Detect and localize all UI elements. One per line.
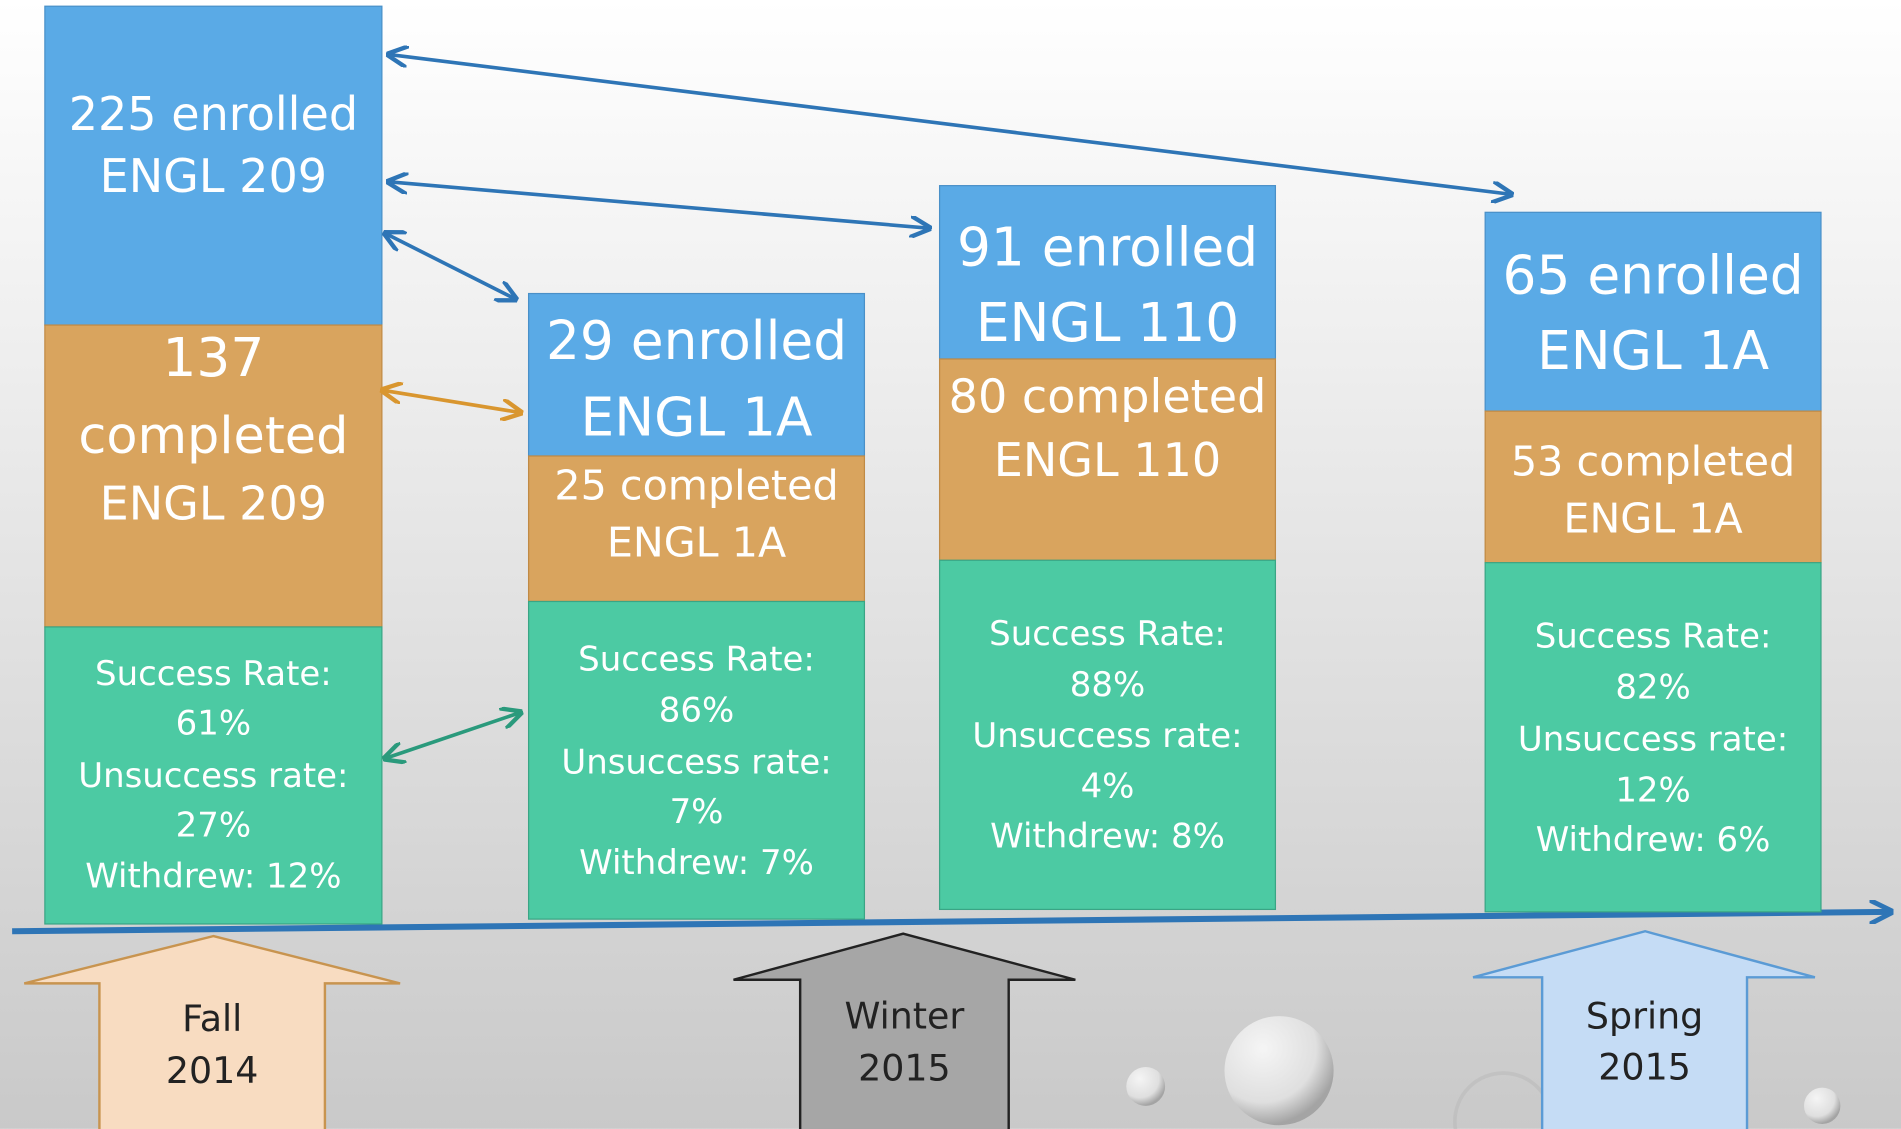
stats-text: 82% — [1615, 667, 1690, 707]
stats-text: 27% — [176, 805, 251, 845]
enrolled-text: ENGL 110 — [976, 291, 1239, 354]
seasons: Fall 2014 Winter 2015 Spring 2015 — [24, 931, 1815, 1129]
stats-text: Withdrew: 6% — [1536, 820, 1771, 860]
stats-text: 4% — [1081, 767, 1135, 807]
completed-text: ENGL 1A — [607, 519, 786, 567]
season-label: Winter — [844, 995, 964, 1038]
season-label: 2015 — [1598, 1045, 1691, 1088]
stats-text: 88% — [1070, 665, 1145, 705]
completed-text: 53 completed — [1511, 437, 1795, 485]
enrolled-text: 29 enrolled — [546, 309, 847, 372]
stats-text: 86% — [659, 690, 734, 730]
diagram: 225 enrolled ENGL 209 137 completed ENGL 209… — [0, 0, 1901, 1129]
completed-text: completed — [78, 407, 348, 466]
completed-text: 25 completed — [554, 462, 838, 510]
stats-text: Unsuccess rate: — [1518, 719, 1788, 759]
stats-text: Unsuccess rate: — [78, 756, 348, 796]
completed-text: ENGL 110 — [994, 433, 1221, 487]
stats-text: 7% — [670, 792, 724, 832]
completed-text: 80 completed — [949, 370, 1267, 424]
stats-text: Withdrew: 12% — [85, 856, 341, 896]
enrolled-text: 91 enrolled — [957, 216, 1258, 279]
stats-text: Withdrew: 8% — [990, 816, 1225, 856]
bubble — [1224, 1016, 1333, 1125]
season-label: Spring — [1586, 995, 1703, 1038]
enrolled-text: ENGL 1A — [581, 385, 814, 448]
bubble — [1126, 1067, 1165, 1106]
stats-text: Success Rate: — [95, 654, 332, 694]
season-label: 2014 — [166, 1049, 259, 1092]
stats-text: Unsuccess rate: — [561, 742, 831, 782]
enrolled-text: 65 enrolled — [1503, 244, 1804, 307]
completed-text: ENGL 209 — [100, 476, 327, 530]
bubble — [1804, 1088, 1840, 1124]
page: 225 enrolled ENGL 209 137 completed ENGL 209… — [0, 0, 1901, 1129]
completed-text: 137 — [162, 326, 264, 389]
enrolled-text: ENGL 209 — [100, 149, 327, 203]
stats-text: Unsuccess rate: — [972, 716, 1242, 756]
stats-text: Success Rate: — [1535, 616, 1772, 656]
season-label: Fall — [182, 997, 242, 1040]
stats-text: Withdrew: 7% — [579, 843, 814, 883]
stats-text: Success Rate: — [578, 639, 815, 679]
stats-text: 12% — [1615, 770, 1690, 810]
stats-text: 61% — [176, 704, 251, 744]
completed-text: ENGL 1A — [1563, 494, 1742, 542]
enrolled-text: 225 enrolled — [69, 87, 358, 141]
season-label: 2015 — [858, 1047, 951, 1090]
enrolled-text: ENGL 1A — [1537, 319, 1770, 382]
stats-text: Success Rate: — [989, 614, 1226, 654]
